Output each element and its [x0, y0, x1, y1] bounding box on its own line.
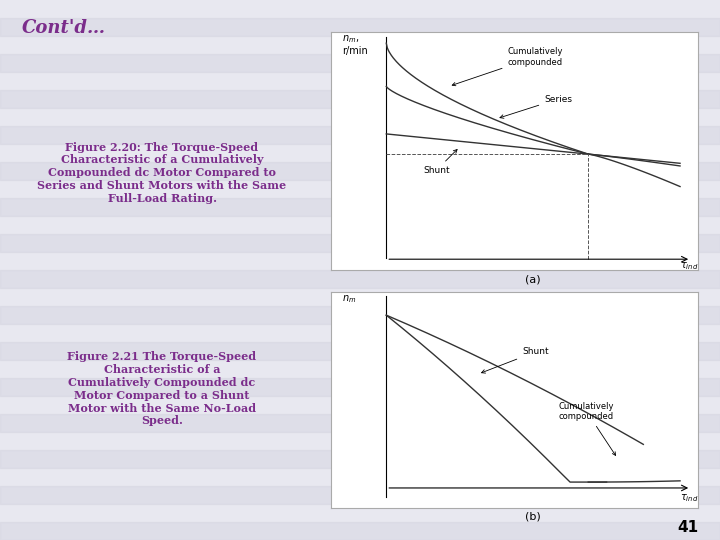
Text: Cumulatively
compounded: Cumulatively compounded [559, 402, 616, 455]
Text: Cumulatively
compounded: Cumulatively compounded [452, 48, 563, 86]
Text: Figure 2.20: The Torque-Speed
Characteristic of a Cumulatively
Compounded dc Mot: Figure 2.20: The Torque-Speed Characteri… [37, 141, 287, 204]
Text: $\tau_{ind}$: $\tau_{ind}$ [680, 492, 698, 503]
Text: Series: Series [500, 94, 572, 118]
Text: r/min: r/min [342, 46, 368, 56]
Text: (a): (a) [526, 275, 541, 285]
Text: Cont'd…: Cont'd… [22, 19, 106, 37]
Text: (b): (b) [526, 511, 541, 522]
Text: 41: 41 [678, 519, 698, 535]
Text: $\tau_{ind}$: $\tau_{ind}$ [680, 260, 698, 272]
Text: Shunt: Shunt [423, 150, 457, 175]
Text: $n_m$: $n_m$ [342, 293, 356, 305]
Text: $n_m,$: $n_m,$ [342, 33, 359, 45]
Text: Figure 2.21 The Torque-Speed
Characteristic of a
Cumulatively Compounded dc
Moto: Figure 2.21 The Torque-Speed Characteris… [68, 352, 256, 426]
Text: Shunt: Shunt [482, 347, 549, 373]
